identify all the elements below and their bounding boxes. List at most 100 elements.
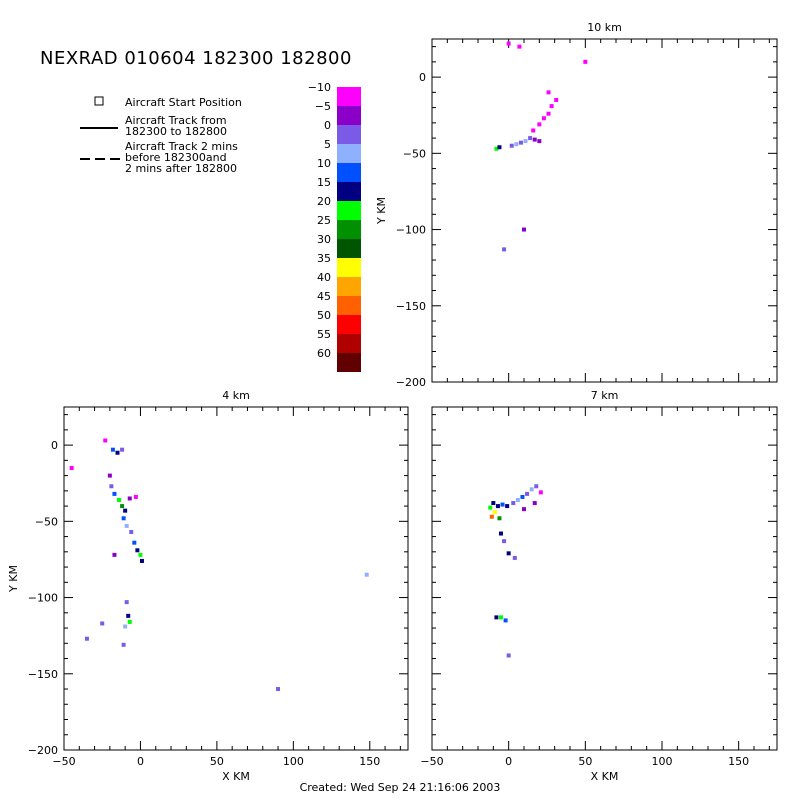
created-timestamp: Created: Wed Sep 24 21:16:06 2003 xyxy=(300,781,501,794)
radar-point xyxy=(520,494,525,499)
colorbar-cell xyxy=(337,125,361,144)
radar-point xyxy=(100,621,105,626)
radar-point xyxy=(139,558,144,563)
colorbar-label: 10 xyxy=(317,157,331,170)
x-tick-label: 50 xyxy=(578,755,592,768)
colorbar-label: 55 xyxy=(317,328,331,341)
radar-point xyxy=(537,122,542,127)
colorbar-cell xyxy=(337,220,361,239)
radar-point xyxy=(538,490,543,495)
radar-point xyxy=(541,116,546,121)
radar-point xyxy=(121,516,126,521)
x-tick-label: 150 xyxy=(359,755,380,768)
radar-point xyxy=(107,473,112,478)
colorbar-label: 30 xyxy=(317,233,331,246)
figure-title: NEXRAD 010604 182300 182800 xyxy=(40,48,352,69)
colorbar-label: 35 xyxy=(317,252,331,265)
colorbar-label: −5 xyxy=(315,100,331,113)
radar-point xyxy=(523,139,528,144)
radar-point xyxy=(511,501,516,506)
plot-frame xyxy=(431,38,778,383)
radar-point xyxy=(514,142,519,147)
y-tick-label: 0 xyxy=(51,439,58,452)
radar-point xyxy=(502,539,507,544)
radar-point xyxy=(518,140,523,145)
colorbar-label: 0 xyxy=(324,119,331,132)
panel-title: 4 km xyxy=(222,389,250,402)
radar-point xyxy=(121,642,126,647)
radar-point xyxy=(488,505,493,510)
colorbar-label: −10 xyxy=(308,81,331,94)
radar-point xyxy=(276,687,281,692)
y-tick-label: 0 xyxy=(419,71,426,84)
radar-point xyxy=(515,497,520,502)
radar-point xyxy=(503,618,508,623)
radar-point xyxy=(491,501,496,506)
radar-point xyxy=(126,613,131,618)
plot-frame xyxy=(63,406,409,751)
y-tick-label: −100 xyxy=(396,224,426,237)
radar-point xyxy=(497,145,502,150)
radar-point xyxy=(532,137,537,142)
x-tick-label: −50 xyxy=(52,755,75,768)
radar-point xyxy=(506,41,511,46)
radar-point xyxy=(549,104,554,109)
radar-point xyxy=(528,136,533,141)
legend-track2-line1: Aircraft Track 2 mins xyxy=(125,140,238,153)
colorbar-label: 40 xyxy=(317,271,331,284)
radar-point xyxy=(112,491,117,496)
radar-point xyxy=(112,552,117,557)
radar-point xyxy=(517,44,522,49)
radar-point xyxy=(109,484,114,489)
legend-track2-line3: 2 mins after 182800 xyxy=(125,162,237,175)
colorbar-cell xyxy=(337,258,361,277)
radar-point xyxy=(554,97,559,102)
radar-point xyxy=(123,508,128,513)
radar-point xyxy=(69,465,74,470)
colorbar-label: 45 xyxy=(317,290,331,303)
radar-point xyxy=(117,497,122,502)
colorbar-cell xyxy=(337,315,361,334)
radar-point xyxy=(537,139,542,144)
radar-point xyxy=(512,555,517,560)
radar-point xyxy=(500,502,505,507)
radar-point xyxy=(529,487,534,492)
y-tick-label: −100 xyxy=(28,592,58,605)
colorbar-label: 50 xyxy=(317,309,331,322)
radar-point xyxy=(494,615,499,620)
radar-point xyxy=(84,636,89,641)
radar-point xyxy=(502,247,507,252)
radar-point xyxy=(123,624,128,629)
x-tick-label: 100 xyxy=(283,755,304,768)
plot-frame xyxy=(431,406,778,751)
radar-point xyxy=(138,552,143,557)
radar-point xyxy=(135,548,140,553)
colorbar-cell xyxy=(337,163,361,182)
panel-4-km: 4 km −50 0 50 100 150 0 −50 −100 −150 −200 X KM Y KM xyxy=(7,389,409,783)
radar-point xyxy=(522,227,526,232)
radar-point xyxy=(120,447,125,452)
radar-point xyxy=(532,501,537,506)
legend: Aircraft Start Position Aircraft Track f… xyxy=(80,96,242,175)
radar-point xyxy=(497,516,502,521)
y-tick-label: −50 xyxy=(35,515,58,528)
colorbar-cell xyxy=(337,239,361,258)
panel-title: 10 km xyxy=(587,21,622,34)
x-tick-label: 150 xyxy=(728,755,749,768)
x-tick-label: 50 xyxy=(210,755,224,768)
radar-point xyxy=(124,600,129,605)
radar-point xyxy=(506,653,511,658)
colorbar-label: 15 xyxy=(317,176,331,189)
colorbar-cell xyxy=(337,296,361,315)
y-tick-label: −150 xyxy=(396,300,426,313)
radar-point xyxy=(546,111,551,116)
radar-point xyxy=(534,484,539,489)
radar-point xyxy=(103,438,108,443)
radar-point xyxy=(505,504,510,509)
legend-track2-line2: before 182300and xyxy=(125,151,227,164)
y-axis-label: Y KM xyxy=(7,565,20,593)
radar-point xyxy=(127,619,132,624)
colorbar-label: 20 xyxy=(317,195,331,208)
